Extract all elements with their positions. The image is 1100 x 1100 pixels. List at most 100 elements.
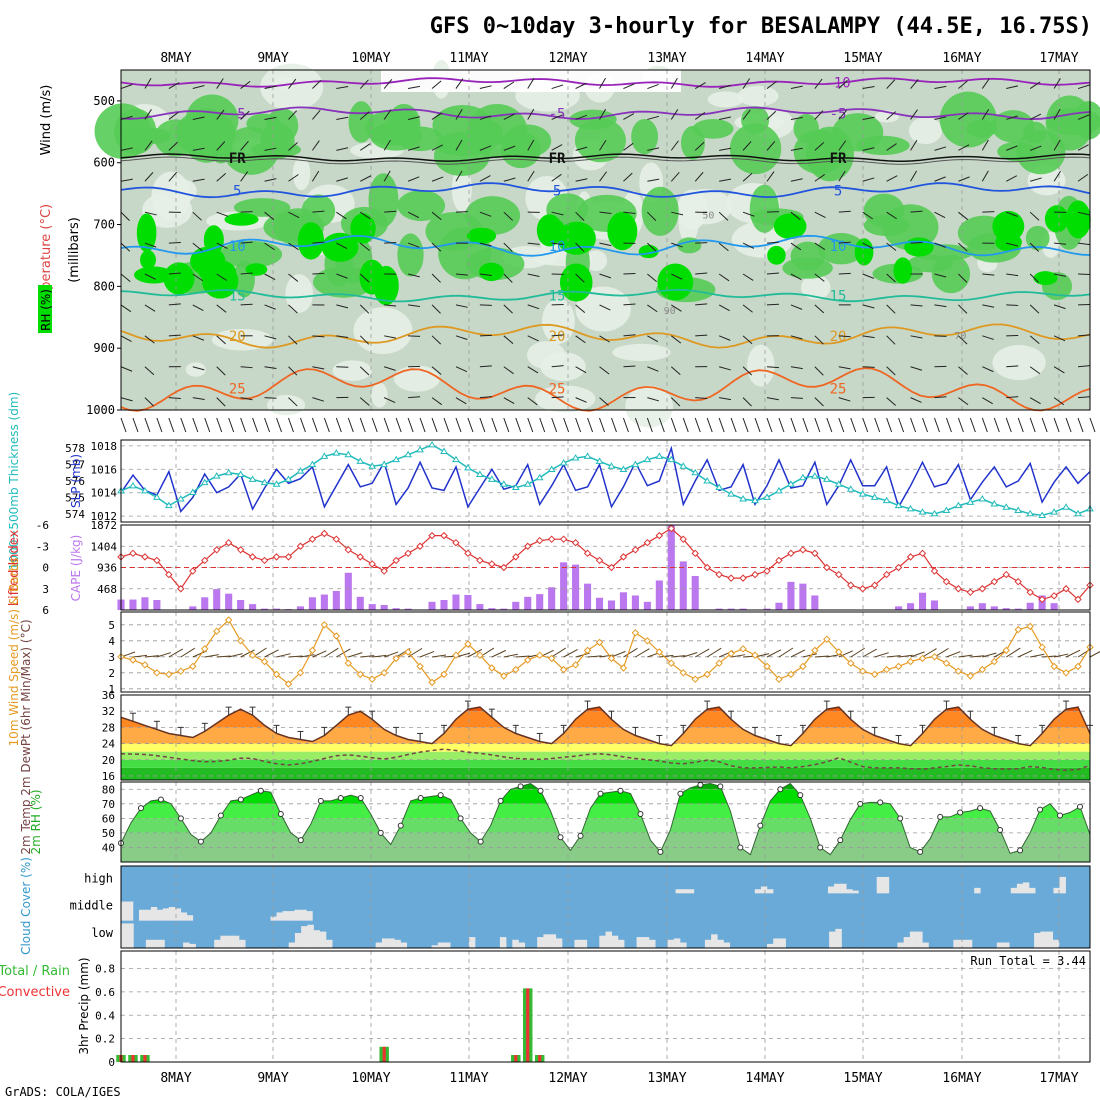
wind-barb [623, 83, 635, 90]
wind-barb [479, 242, 492, 247]
wind-barb [958, 366, 968, 375]
cloud-bar-low [499, 937, 507, 948]
cape-bar [548, 587, 556, 610]
cape-bar [643, 601, 651, 610]
thickness-point [1062, 503, 1070, 510]
wind-barb [515, 417, 522, 433]
wind-barb [1077, 144, 1089, 151]
lifted-index-point [177, 585, 185, 593]
wind-barb [503, 366, 514, 375]
wind-barb [288, 655, 303, 658]
wind-barb [1053, 366, 1065, 374]
lifted-index-point [452, 539, 460, 547]
thickness-point [487, 475, 496, 482]
wind-barb [575, 211, 585, 221]
wind-barb [336, 242, 348, 250]
rh-legend-swatch [38, 285, 52, 333]
lifted-index-point [571, 539, 580, 547]
wind-speed-point [703, 670, 711, 679]
wind-barb [934, 304, 947, 308]
wind-speed-point [404, 648, 412, 656]
wind-barb [527, 139, 535, 151]
wind-barb [479, 115, 492, 120]
lifted-index-point [595, 556, 604, 565]
wind-barb [982, 652, 997, 658]
wind-barb [742, 172, 753, 182]
wind-barb [359, 273, 370, 283]
wind-barb [790, 417, 797, 433]
rh-axis-label: 2m RH (%) [29, 789, 43, 854]
isotherm-label: 25 [549, 381, 566, 397]
wind-barb [575, 178, 588, 182]
lifted-index-point [727, 574, 735, 582]
wind-barb [671, 242, 683, 248]
wind-speed-point [679, 669, 687, 677]
bottom-day-label: 16MAY [942, 1071, 981, 1086]
rh-tick-label: 80 [102, 783, 115, 796]
wind-barb [634, 417, 641, 433]
wind-barb [922, 417, 928, 433]
wind-barb [886, 143, 897, 151]
thickness-point [1014, 506, 1023, 514]
wind-barb [1006, 175, 1018, 182]
wind-barb [694, 111, 706, 120]
wind-speed-point [380, 669, 388, 677]
rh-patch-saturated [767, 245, 786, 265]
wind-barb [551, 114, 563, 120]
cloud-bar-middle [126, 901, 134, 921]
wind-barb [862, 242, 874, 250]
isotherm-label: 10 [549, 239, 566, 255]
rh-patch-dry [285, 274, 314, 313]
rh-point [597, 790, 604, 797]
wind-barb [982, 273, 995, 276]
thickness-point [715, 483, 724, 491]
lifted-index-point [392, 556, 400, 565]
wind-barb [527, 335, 539, 342]
wind-barb [622, 417, 629, 433]
wind-barb [790, 273, 802, 281]
wind-barb [695, 397, 708, 399]
rh-patch-saturated [134, 266, 174, 284]
wind-barb [144, 77, 152, 89]
wind-barb [575, 417, 582, 433]
wind-barb [312, 79, 322, 89]
wind-barb [312, 397, 325, 402]
wind-barb [479, 417, 486, 433]
chart-title: GFS 0~10day 3-hourly for BESALAMPY (44.5… [430, 14, 1092, 39]
wind-barb [1077, 211, 1090, 216]
wind-barb [359, 111, 370, 120]
wind-barb [910, 170, 918, 182]
rh-point [517, 783, 524, 790]
rh-patch-saturated [479, 262, 504, 282]
wind-barb [706, 417, 713, 433]
top-day-label: 17MAY [1039, 51, 1078, 66]
wind-barb [910, 651, 925, 658]
top-day-label: 15MAY [843, 51, 882, 66]
cloud-bar-low [313, 930, 321, 948]
lifted-index-point [1026, 588, 1034, 596]
cloud-bar-low [959, 939, 967, 948]
rh-patch-moist [397, 233, 424, 277]
wind-barb [479, 396, 492, 399]
bottom-day-label: 11MAY [449, 1071, 488, 1086]
pressure-tick-label: 500 [93, 94, 115, 108]
cape-bar [930, 600, 939, 610]
wind-barb [993, 417, 1000, 433]
lifted-tick-label: -6 [36, 519, 49, 532]
wind-barb [1006, 211, 1018, 217]
thickness-point [655, 452, 664, 459]
wind-barb [144, 397, 154, 407]
wind-barb [479, 365, 492, 368]
wind-barb [838, 170, 846, 182]
thickness-point [882, 496, 891, 504]
wind-barb [455, 211, 468, 213]
wind-barb [719, 84, 731, 90]
wind-barb [192, 417, 199, 433]
wind-barb [503, 145, 516, 151]
rh-point [897, 815, 904, 822]
wind-barb [216, 655, 231, 658]
lifted-index-point [811, 549, 819, 558]
wind-speed-point [1074, 662, 1082, 671]
wind-barb [431, 112, 443, 120]
